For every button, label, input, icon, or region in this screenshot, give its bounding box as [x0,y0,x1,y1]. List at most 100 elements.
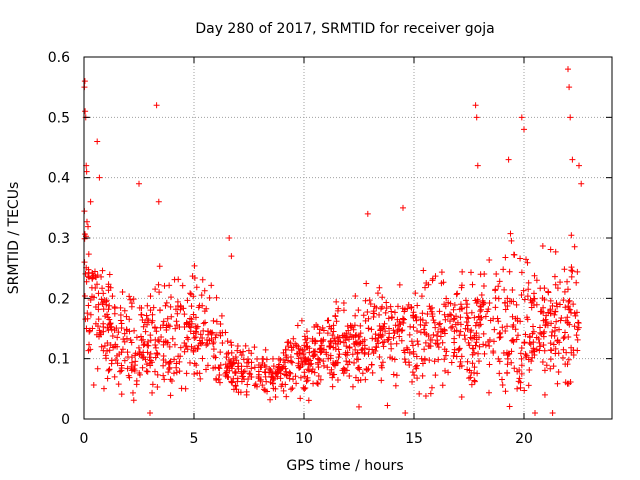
data-point [269,380,276,387]
data-point [319,324,326,331]
data-point [191,335,198,342]
data-point [161,376,168,383]
data-point [203,336,210,343]
data-point [432,372,439,379]
data-point [456,332,463,339]
x-tick-label: 5 [190,431,199,447]
data-point [448,312,455,319]
data-point [416,390,423,397]
data-point [504,355,511,362]
data-point [149,311,156,318]
data-point [332,337,339,344]
data-point [426,303,433,310]
data-point [414,362,421,369]
data-point [457,301,464,308]
data-point [357,330,364,337]
data-point [507,230,514,237]
data-point [571,323,578,330]
data-point [362,297,369,304]
data-point [425,281,432,288]
data-point [384,337,391,344]
data-point [441,327,448,334]
data-point [561,288,568,295]
data-point [167,303,174,310]
data-point [375,334,382,341]
data-point [560,346,567,353]
data-point [257,378,264,385]
data-point [174,298,181,305]
data-point [547,297,554,304]
data-point [547,340,554,347]
data-point [261,362,268,369]
data-point [349,323,356,330]
data-point [427,306,434,313]
data-point [549,302,556,309]
data-point [329,374,336,381]
data-point [504,295,511,302]
data-point [127,337,134,344]
data-point [373,343,380,350]
data-point [393,340,400,347]
data-point [184,297,191,304]
data-point [284,372,291,379]
data-point [147,307,154,314]
data-point [230,359,237,366]
data-point [218,312,225,319]
data-point [100,324,107,331]
data-point [147,332,154,339]
data-point [465,315,472,322]
data-point [342,367,349,374]
data-point [419,310,426,317]
data-point [269,355,276,362]
data-point [199,355,206,362]
data-point [84,310,91,317]
data-point [290,335,297,342]
data-point [497,329,504,336]
data-point [161,282,168,289]
data-point [552,308,559,315]
x-tick-label: 0 [80,431,89,447]
data-point [310,380,317,387]
data-point [290,376,297,383]
data-point [216,371,223,378]
x-tick-label: 10 [295,431,313,447]
data-point [453,327,460,334]
data-point [217,321,224,328]
data-point [200,320,207,327]
data-point [130,296,137,303]
data-point [349,383,356,390]
data-point [347,324,354,331]
data-point [92,273,99,280]
data-point [332,359,339,366]
data-point [342,351,349,358]
data-point [521,387,528,394]
data-point [154,371,161,378]
data-point [195,304,202,311]
data-point [486,300,493,307]
data-point [510,322,517,329]
data-point [574,326,581,333]
data-point [318,337,325,344]
data-point [527,341,534,348]
data-point [434,340,441,347]
data-point [405,301,412,308]
data-point [442,316,449,323]
data-point [473,330,480,337]
data-point [88,284,95,291]
data-point [566,297,573,304]
data-point [246,370,253,377]
data-point [105,367,112,374]
data-point [441,356,448,363]
data-point [333,318,340,325]
data-point [171,356,178,363]
data-point [522,351,529,358]
data-point [183,321,190,328]
data-point [344,361,351,368]
data-point [131,367,138,374]
data-point [167,392,174,399]
data-point [525,279,532,286]
data-point [430,331,437,338]
data-point [105,306,112,313]
data-point [185,336,192,343]
